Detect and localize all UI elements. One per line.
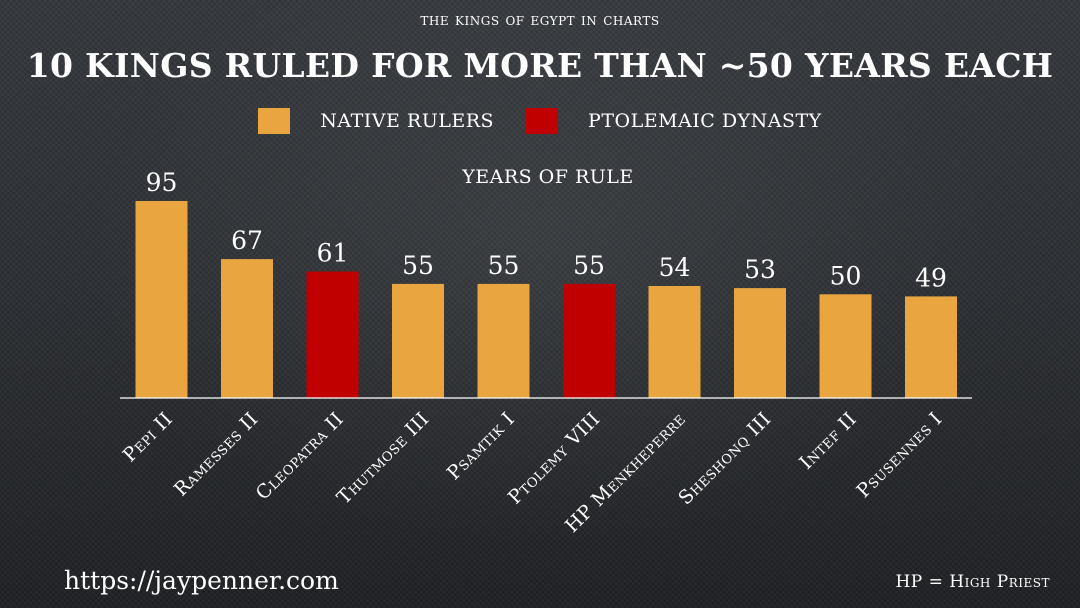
category-label: Cleopatra II xyxy=(252,408,348,504)
bar xyxy=(392,283,444,398)
data-label: 61 xyxy=(317,239,349,268)
category-label: Intef II xyxy=(795,408,861,474)
legend-swatch-ptolemaic xyxy=(526,108,559,134)
bar xyxy=(563,283,615,398)
bar xyxy=(477,283,530,398)
legend-item-native: NATIVE RULERS xyxy=(258,108,494,134)
category-label: Psamtik I xyxy=(443,408,519,484)
data-label: 54 xyxy=(659,253,691,282)
data-label: 67 xyxy=(231,226,263,255)
bar xyxy=(819,294,872,398)
category-label: Thutmose III xyxy=(333,408,434,509)
category-label: Psusennes I xyxy=(852,408,946,502)
data-label: 55 xyxy=(573,251,605,280)
slide-title: 10 KINGS RULED FOR MORE THAN ~50 YEARS E… xyxy=(26,46,1054,85)
bar xyxy=(221,259,273,398)
category-label: Ramesses II xyxy=(170,408,263,501)
bar xyxy=(135,201,188,398)
data-label: 55 xyxy=(402,251,434,280)
bar xyxy=(648,286,701,398)
bar xyxy=(734,288,786,398)
bar xyxy=(306,271,359,398)
chart-title: YEARS OF RULE xyxy=(461,166,634,188)
series-supertitle: The kings of egypt in charts xyxy=(420,10,660,30)
data-label: 50 xyxy=(830,261,862,290)
legend-label-native: NATIVE RULERS xyxy=(320,110,495,132)
chart-legend: NATIVE RULERS PTOLEMAIC DYNASTY xyxy=(0,106,1080,136)
legend-label-ptolemaic: PTOLEMAIC DYNASTY xyxy=(588,110,822,132)
data-label: 95 xyxy=(146,168,178,197)
legend-swatch-native xyxy=(258,108,291,134)
category-label: Pepi II xyxy=(119,408,177,466)
data-label: 53 xyxy=(744,255,776,284)
data-label: 55 xyxy=(488,251,520,280)
legend-item-ptolemaic: PTOLEMAIC DYNASTY xyxy=(526,108,822,134)
bar xyxy=(905,296,957,398)
website-link[interactable]: https://jaypenner.com xyxy=(64,566,339,595)
data-label: 49 xyxy=(915,263,947,292)
footnote-hp: HP = High Priest xyxy=(895,572,1050,592)
